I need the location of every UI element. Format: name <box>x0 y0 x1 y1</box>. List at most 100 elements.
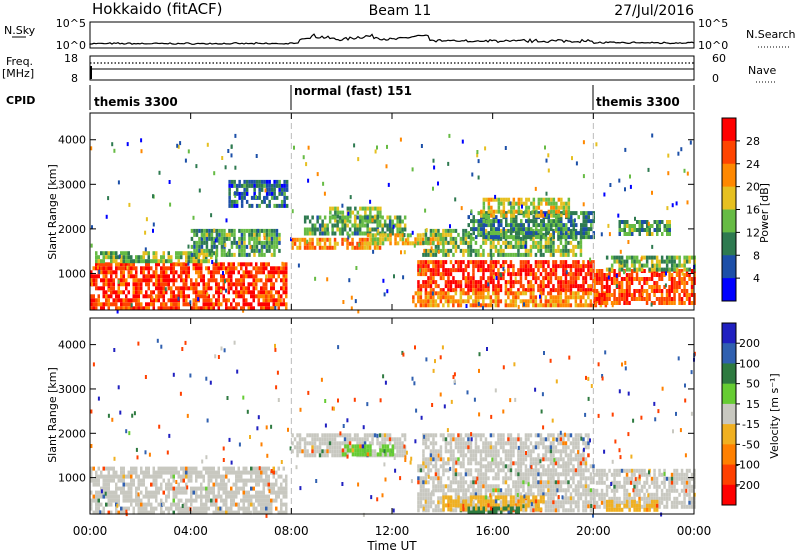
data-cell <box>427 496 430 501</box>
data-cell <box>527 288 530 293</box>
data-cell <box>177 259 180 264</box>
data-cell <box>517 480 520 485</box>
data-cell <box>207 478 210 483</box>
data-cell <box>688 273 691 277</box>
freq-label-line1: Freq. <box>6 55 33 68</box>
data-cell <box>92 306 95 311</box>
data-cell <box>120 274 123 279</box>
colorbar-swatch <box>722 140 736 165</box>
data-cell <box>272 482 275 487</box>
data-cell <box>464 248 468 253</box>
data-cell <box>190 228 194 233</box>
data-cell <box>112 290 115 295</box>
data-cell <box>152 470 155 475</box>
data-cell <box>514 496 518 501</box>
data-cell <box>658 297 661 301</box>
data-cell <box>636 220 639 224</box>
data-cell <box>472 276 475 281</box>
data-cell <box>366 241 370 246</box>
data-cell <box>459 299 463 304</box>
data-cell <box>564 299 568 304</box>
data-cell <box>490 205 493 210</box>
data-cell <box>587 268 590 273</box>
data-cell <box>95 259 98 264</box>
noise-cell <box>224 279 226 284</box>
data-cell <box>311 223 314 228</box>
data-cell <box>142 306 145 311</box>
data-cell <box>162 282 165 287</box>
data-cell <box>554 299 558 304</box>
data-cell <box>439 508 443 513</box>
data-cell <box>487 209 491 214</box>
data-cell <box>95 494 98 499</box>
data-cell <box>474 240 478 245</box>
data-cell <box>140 510 143 515</box>
data-cell <box>470 227 473 232</box>
data-cell <box>429 291 433 296</box>
data-cell <box>535 223 538 228</box>
data-cell <box>338 453 342 458</box>
data-cell <box>547 504 550 509</box>
cpid-segment-1: themis 3300 <box>94 95 178 109</box>
data-cell <box>202 274 205 279</box>
data-cell <box>472 215 475 220</box>
data-cell <box>494 284 498 289</box>
data-cell <box>235 266 238 271</box>
data-cell <box>564 260 568 265</box>
data-cell <box>182 294 185 299</box>
freq-label-line2: [MHz] <box>2 67 34 80</box>
data-cell <box>95 262 98 267</box>
data-cell <box>313 445 317 450</box>
data-cell <box>135 486 138 491</box>
data-cell <box>658 301 661 305</box>
data-cell <box>282 262 285 267</box>
data-cell <box>683 281 686 285</box>
data-cell <box>577 244 580 249</box>
data-cell <box>398 449 402 454</box>
data-cell <box>660 301 664 305</box>
data-cell <box>192 466 195 471</box>
data-cell <box>630 273 634 277</box>
data-cell <box>260 278 263 283</box>
data-cell <box>462 480 465 485</box>
data-cell <box>100 251 103 256</box>
data-cell <box>316 449 319 454</box>
data-cell <box>220 266 223 271</box>
data-cell <box>210 490 213 495</box>
data-cell <box>240 248 244 253</box>
data-cell <box>217 266 220 271</box>
data-cell <box>275 236 279 241</box>
data-cell <box>492 291 495 296</box>
data-cell <box>539 472 543 477</box>
data-cell <box>547 215 550 220</box>
data-cell <box>552 197 556 202</box>
data-cell <box>235 510 238 515</box>
data-cell <box>559 260 563 265</box>
data-cell <box>623 263 626 268</box>
data-cell <box>167 255 170 260</box>
data-cell <box>242 466 245 471</box>
data-cell <box>258 183 261 188</box>
data-cell <box>260 470 263 475</box>
data-cell <box>534 240 538 245</box>
data-cell <box>298 437 302 442</box>
data-cell <box>253 187 256 192</box>
data-cell <box>205 510 208 515</box>
data-cell <box>242 506 245 511</box>
data-cell <box>107 255 110 260</box>
data-cell <box>112 494 115 499</box>
data-cell <box>685 273 689 277</box>
data-cell <box>480 227 483 232</box>
data-cell <box>125 482 128 487</box>
data-cell <box>564 264 568 269</box>
data-cell <box>306 245 309 250</box>
noise-cell <box>314 276 317 281</box>
data-cell <box>670 297 674 301</box>
data-cell <box>238 248 241 253</box>
data-cell <box>527 272 530 277</box>
data-cell <box>207 270 210 275</box>
data-cell <box>220 486 223 491</box>
data-cell <box>230 228 234 233</box>
data-cell <box>517 488 520 493</box>
data-cell <box>192 486 195 491</box>
